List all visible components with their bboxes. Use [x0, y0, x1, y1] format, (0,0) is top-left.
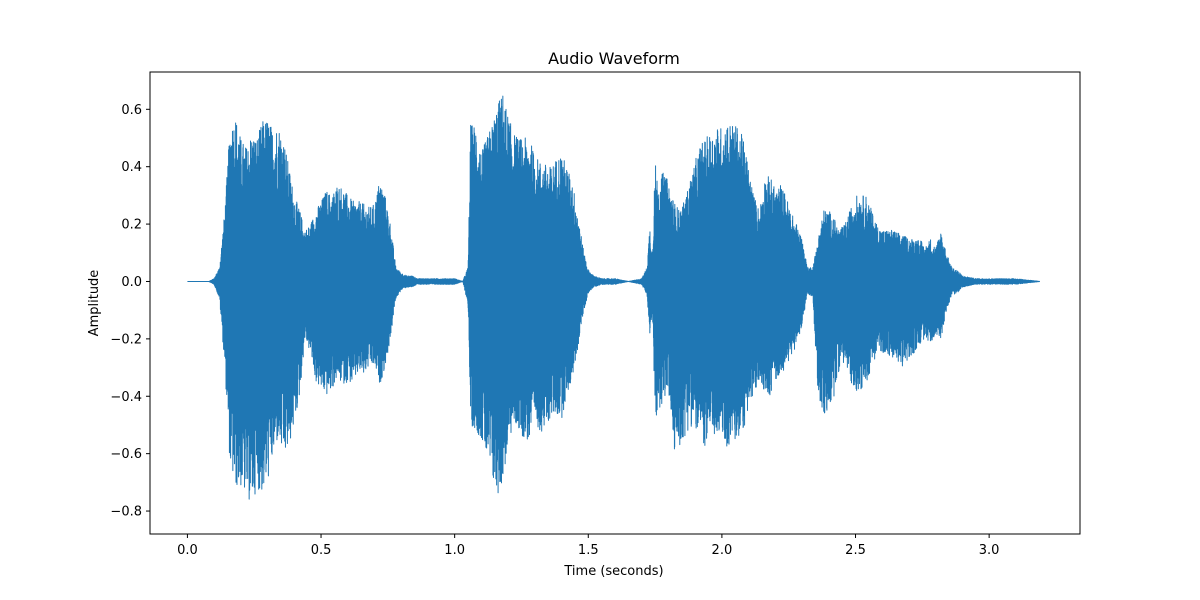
- x-axis: 0.0 0.5 1.0 1.5 2.0 2.5 3.0: [177, 534, 999, 558]
- y-axis-label: Amplitude: [87, 270, 102, 337]
- x-tick-label: 0.5: [311, 543, 332, 558]
- y-tick-label: 0.6: [121, 103, 142, 118]
- y-tick-label: 0.0: [121, 275, 142, 290]
- y-tick-label: −0.8: [110, 505, 142, 520]
- x-axis-label: Time (seconds): [563, 564, 663, 579]
- y-tick-label: −0.2: [110, 332, 142, 347]
- y-axis: −0.8 −0.6 −0.4 −0.2 0.0 0.2 0.4 0.6: [110, 103, 150, 520]
- chart-title: Audio Waveform: [548, 49, 680, 68]
- plot-area: [187, 95, 1041, 500]
- y-tick-label: −0.6: [110, 447, 142, 462]
- x-tick-label: 1.5: [578, 543, 599, 558]
- y-tick-label: −0.4: [110, 390, 142, 405]
- x-tick-label: 2.5: [845, 543, 866, 558]
- plot-frame: [149, 71, 1081, 535]
- x-tick-label: 1.0: [444, 543, 465, 558]
- y-tick-label: 0.4: [121, 160, 142, 175]
- x-tick-label: 3.0: [979, 543, 1000, 558]
- y-tick-label: 0.2: [121, 218, 142, 233]
- x-tick-label: 2.0: [712, 543, 733, 558]
- waveform-line: [187, 95, 1041, 500]
- x-tick-label: 0.0: [177, 543, 198, 558]
